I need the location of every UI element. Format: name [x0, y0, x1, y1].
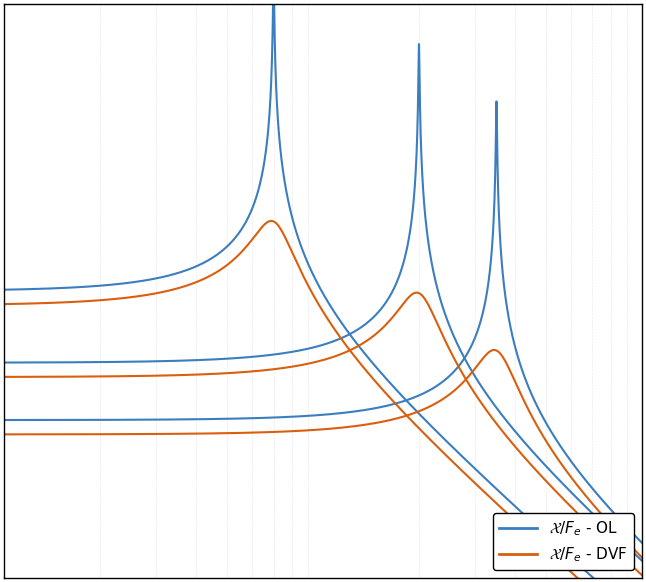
Legend: $\mathcal{X}/F_e$ - OL, $\mathcal{X}/F_e$ - DVF: $\mathcal{X}/F_e$ - OL, $\mathcal{X}/F_e…: [493, 513, 634, 570]
